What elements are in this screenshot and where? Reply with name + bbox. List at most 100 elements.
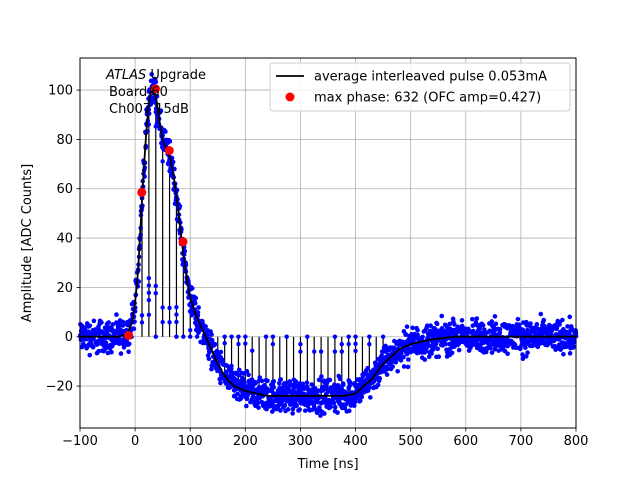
sample-point	[456, 347, 462, 353]
sample-point	[561, 351, 566, 357]
sample-point	[365, 365, 370, 371]
sample-point	[415, 332, 420, 338]
annotation-upgrade: Upgrade	[146, 68, 206, 83]
sample-point	[367, 385, 372, 391]
sample-point	[474, 316, 480, 321]
y-axis-label: Amplitude [ADC Counts]	[20, 164, 35, 322]
sample-point	[346, 408, 352, 414]
sample-point	[497, 327, 503, 333]
sample-point	[300, 381, 306, 387]
sample-point	[346, 334, 351, 339]
sample-point	[488, 345, 493, 351]
sample-point	[401, 364, 407, 369]
sample-point	[209, 366, 214, 372]
sample-point	[347, 379, 353, 385]
sample-point	[439, 313, 445, 319]
sample-point	[340, 382, 346, 388]
sample-point	[322, 411, 327, 416]
y-tick-label: 0	[65, 330, 73, 345]
sample-point	[160, 305, 165, 310]
sample-point	[277, 386, 282, 391]
y-axis: −20 0 20 40 60 80 100	[46, 84, 80, 395]
sample-point	[517, 322, 522, 327]
sample-point	[110, 322, 116, 327]
sample-point	[218, 349, 224, 355]
sample-point	[560, 317, 565, 323]
sample-point	[318, 413, 323, 418]
sample-point	[489, 350, 495, 355]
sample-point	[222, 334, 227, 339]
sample-point	[405, 364, 411, 370]
sample-point	[188, 327, 193, 333]
sample-point	[236, 367, 242, 373]
sample-point	[488, 337, 494, 343]
sample-point	[482, 327, 487, 332]
sample-point	[312, 349, 317, 354]
sample-point	[401, 354, 406, 360]
sample-point	[167, 168, 172, 174]
sample-point	[218, 380, 223, 386]
sample-point	[304, 380, 310, 385]
sample-point	[284, 386, 289, 391]
x-axis-label: Time [ns]	[296, 457, 358, 472]
sample-point	[567, 351, 573, 356]
sample-point	[436, 354, 442, 359]
sample-point	[153, 124, 158, 129]
sample-point	[312, 386, 317, 391]
sample-point	[105, 350, 111, 356]
sample-point	[395, 368, 400, 374]
sample-point	[492, 314, 498, 319]
x-tick-label: 600	[453, 434, 478, 449]
x-tick-label: 400	[343, 434, 368, 449]
plot-frame	[79, 57, 577, 429]
sample-point	[565, 324, 570, 329]
sample-point	[270, 334, 276, 339]
sample-point	[265, 378, 270, 384]
sample-point	[352, 399, 358, 405]
sample-point	[353, 348, 358, 354]
sample-point	[188, 334, 193, 339]
sample-point	[270, 341, 276, 347]
sample-point	[148, 78, 154, 84]
sample-point	[415, 327, 420, 333]
sample-point	[244, 368, 250, 374]
sample-point	[174, 319, 179, 325]
sample-point	[447, 321, 453, 327]
sample-point	[146, 312, 152, 317]
x-tick-label: 800	[564, 434, 589, 449]
sample-point	[298, 341, 303, 347]
sample-point	[420, 334, 425, 340]
sample-point	[367, 334, 372, 339]
sample-point	[146, 290, 152, 295]
legend-box	[269, 62, 571, 112]
legend-label-average: average interleaved pulse 0.053mA	[314, 70, 547, 85]
max-phase-point	[151, 84, 161, 94]
x-tick-label: 200	[233, 434, 258, 449]
sample-point	[489, 319, 495, 324]
sample-point	[126, 341, 132, 347]
sample-point	[339, 386, 344, 391]
sample-point	[120, 319, 126, 325]
sample-point	[328, 404, 334, 410]
sample-point	[380, 334, 386, 339]
sample-point	[160, 159, 165, 164]
sample-point	[132, 319, 137, 324]
sample-point	[91, 336, 96, 342]
max-phase-point	[178, 237, 188, 247]
sample-point	[335, 410, 340, 415]
sample-point	[206, 356, 212, 361]
annotation-line-1: ATLAS Upgrade	[105, 68, 206, 83]
sample-point	[271, 379, 277, 384]
sample-point	[346, 341, 351, 347]
sample-point	[146, 275, 152, 281]
sample-point	[377, 376, 383, 381]
sample-point	[209, 332, 214, 337]
sample-point	[422, 357, 428, 362]
sample-point	[139, 313, 145, 318]
sample-point	[158, 108, 164, 114]
sample-point	[480, 323, 486, 328]
sample-point	[339, 341, 344, 347]
sample-point	[298, 349, 303, 354]
sample-point	[131, 326, 137, 332]
